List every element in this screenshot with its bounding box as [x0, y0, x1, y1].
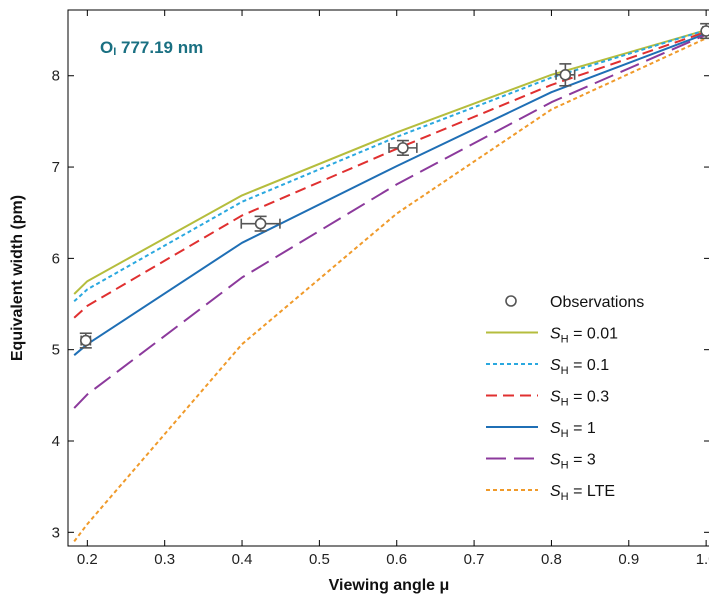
legend-item-5: SH = LTE — [486, 483, 615, 503]
y-tick-label: 6 — [52, 250, 60, 267]
x-axis-label: Viewing angle μ — [329, 577, 450, 594]
observation-marker — [700, 25, 709, 37]
y-tick-label: 3 — [52, 524, 60, 541]
legend-label-0: SH = 0.01 — [550, 326, 618, 346]
y-axis: 3 4 5 6 7 8 — [52, 68, 709, 541]
y-tick-label: 8 — [52, 68, 60, 85]
x-tick-label: 0.7 — [464, 551, 485, 568]
legend-label-4: SH = 3 — [550, 452, 596, 472]
legend-value: = 0.3 — [569, 389, 610, 406]
x-tick-label: 0.5 — [309, 551, 330, 568]
legend-label-observations: Observations — [550, 294, 644, 311]
legend-label-3: SH = 1 — [550, 420, 596, 440]
legend-value: = 0.01 — [569, 326, 618, 343]
y-tick-label: 4 — [52, 433, 60, 450]
annotation-element: O — [100, 38, 113, 57]
legend-subscript: H — [561, 491, 569, 503]
x-tick-label: 0.8 — [541, 551, 562, 568]
legend-value: = 1 — [569, 420, 596, 437]
observation-point-3 — [555, 63, 576, 87]
observation-point-2 — [388, 139, 418, 156]
observation-point-1 — [240, 215, 281, 232]
legend-item-1: SH = 0.1 — [486, 357, 609, 377]
y-tick-label: 5 — [52, 342, 60, 359]
legend-symbol: S — [550, 452, 561, 469]
legend-symbol: S — [550, 326, 561, 343]
series-line-0 — [73, 29, 707, 295]
observations-layer — [79, 22, 709, 349]
x-tick-label: 0.6 — [386, 551, 407, 568]
series-layer — [73, 29, 707, 543]
legend-value: = 3 — [569, 452, 596, 469]
series-line-4 — [73, 33, 707, 409]
y-tick-label: 7 — [52, 159, 60, 176]
legend-label-5: SH = LTE — [550, 483, 615, 503]
legend-value: = LTE — [569, 483, 615, 500]
x-tick-label: 0.4 — [232, 551, 253, 568]
legend-symbol: S — [550, 420, 561, 437]
observation-point-0 — [79, 332, 92, 349]
legend-value: = 0.1 — [569, 357, 610, 374]
series-line-5 — [73, 37, 707, 543]
legend-subscript: H — [561, 365, 569, 377]
legend-item-0: SH = 0.01 — [486, 326, 618, 346]
legend-symbol: S — [550, 483, 561, 500]
legend-item-3: SH = 1 — [486, 420, 596, 440]
y-axis-label: Equivalent width (pm) — [9, 195, 26, 361]
legend-marker-observations — [505, 295, 517, 307]
legend-subscript: H — [561, 334, 569, 346]
observation-marker — [559, 69, 572, 81]
series-line-2 — [73, 30, 707, 319]
observation-point-4 — [700, 22, 709, 40]
legend-item-observations: Observations — [505, 294, 644, 311]
plot-area — [67, 9, 709, 547]
x-tick-label: 0.3 — [154, 551, 175, 568]
legend-item-4: SH = 3 — [486, 452, 596, 472]
legend-subscript: H — [561, 428, 569, 440]
observation-marker — [79, 334, 92, 347]
legend-subscript: H — [561, 397, 569, 409]
legend-symbol: S — [550, 389, 561, 406]
line-annotation: OI 777.19 nm — [100, 38, 203, 58]
observation-marker — [397, 142, 409, 154]
legend-item-2: SH = 0.3 — [486, 389, 609, 409]
legend-label-2: SH = 0.3 — [550, 389, 609, 409]
annotation-ionization: I — [113, 46, 116, 58]
legend-symbol: S — [550, 357, 561, 374]
x-tick-label: 1.0 — [696, 551, 709, 568]
annotation-wavelength: 777.19 nm — [116, 38, 203, 57]
series-line-1 — [73, 29, 707, 303]
x-tick-label: 0.2 — [77, 551, 98, 568]
legend-label-1: SH = 0.1 — [550, 357, 609, 377]
legend-subscript: H — [561, 460, 569, 472]
x-tick-label: 0.9 — [618, 551, 639, 568]
x-axis: 0.2 0.3 0.4 0.5 0.6 0.7 0.8 0.9 1.0 — [77, 10, 709, 568]
observation-marker — [254, 217, 267, 230]
